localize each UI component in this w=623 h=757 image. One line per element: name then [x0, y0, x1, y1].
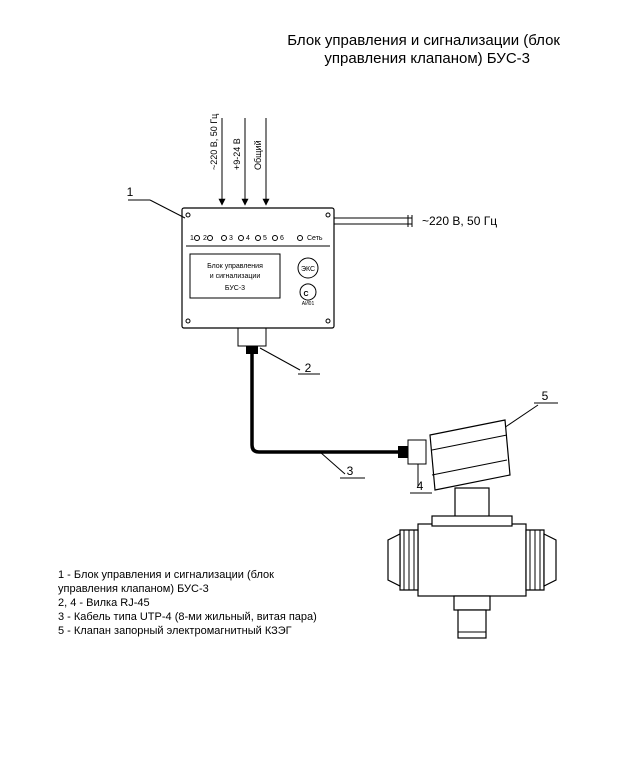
svg-text:1 - Блок управления и сигнализ: 1 - Блок управления и сигнализации (блок: [58, 569, 274, 581]
callout-3: 3: [347, 464, 354, 478]
svg-text:и сигнализации: и сигнализации: [210, 273, 261, 280]
svg-text:5: 5: [263, 235, 267, 242]
svg-text:Блок управления: Блок управления: [207, 263, 263, 270]
output-label: ~220 В, 50 Гц: [422, 214, 497, 228]
svg-text:3 - Кабель типа UTP-4 (8-ми ж: 3 - Кабель типа UTP-4 (8-ми жильный, вит…: [58, 611, 317, 623]
callout-1: 1: [127, 185, 134, 199]
svg-text:2: 2: [203, 235, 207, 242]
rj45-plug-top: [238, 328, 266, 346]
callout-5: 5: [542, 389, 549, 403]
svg-text:1: 1: [190, 235, 194, 242]
svg-text:Сеть: Сеть: [307, 235, 323, 242]
svg-text:5 - Клапан запорный электромаг: 5 - Клапан запорный электромагнитный КЗЭ…: [58, 625, 292, 637]
cable-utp4: [252, 354, 398, 452]
title-line1: Блок управления и сигнализации (блок: [287, 32, 560, 49]
svg-text:2, 4 - Вилка RJ-45: 2, 4 - Вилка RJ-45: [58, 597, 150, 609]
rj45-plug-right-cord: [398, 446, 408, 458]
svg-text:ЭКС: ЭКС: [301, 266, 315, 273]
title-line2: управления клапаном) БУС-3: [324, 50, 530, 67]
legend: 1 - Блок управления и сигнализации (блок…: [58, 569, 317, 637]
svg-text:6: 6: [280, 235, 284, 242]
input-label-3: Общий: [253, 140, 263, 170]
rj45-plug-right: [408, 440, 426, 464]
svg-text:управления клапаном) БУС-3: управления клапаном) БУС-3: [58, 583, 209, 595]
callout-2: 2: [305, 361, 312, 375]
svg-text:АИ01: АИ01: [302, 301, 315, 307]
svg-text:4: 4: [246, 235, 250, 242]
svg-text:С: С: [303, 291, 308, 298]
svg-text:БУС-3: БУС-3: [225, 285, 245, 292]
input-label-2: +9-24 В: [232, 138, 242, 170]
solenoid-valve: [388, 420, 556, 638]
input-label-1: ~220 В, 50 Гц: [209, 114, 219, 170]
svg-text:3: 3: [229, 235, 233, 242]
